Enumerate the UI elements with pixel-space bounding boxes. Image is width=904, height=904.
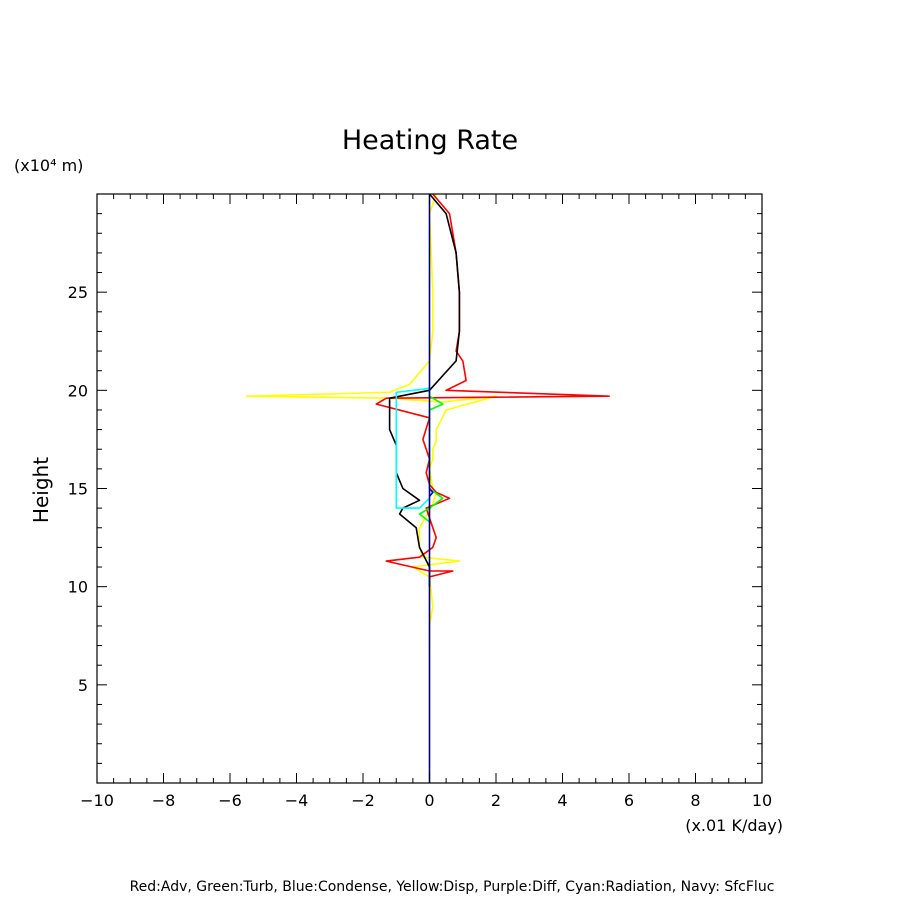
x-tick-label: 2 xyxy=(491,791,501,810)
chart-title: Heating Rate xyxy=(342,125,518,156)
y-tick-label: 15 xyxy=(68,480,88,499)
legend-text: Red:Adv, Green:Turb, Blue:Condense, Yell… xyxy=(130,879,775,895)
x-tick-label: −6 xyxy=(218,791,242,810)
series-line-condense xyxy=(428,487,434,497)
x-axis-label: (x.01 K/day) xyxy=(685,816,783,835)
plot-frame xyxy=(96,193,763,784)
x-tick-label: −10 xyxy=(80,791,114,810)
series-line-adv xyxy=(375,193,610,578)
x-tick-label: 0 xyxy=(424,791,434,810)
x-tick-label: 6 xyxy=(624,791,634,810)
series-layer xyxy=(245,193,610,783)
y-tick-label: 10 xyxy=(68,578,88,597)
x-tick-label: 10 xyxy=(752,791,772,810)
series-line-disp xyxy=(245,193,497,656)
x-tick-label: 4 xyxy=(557,791,567,810)
y-tick-label: 25 xyxy=(68,283,88,302)
y-tick-label: 5 xyxy=(78,676,88,695)
y-axis-label: Height xyxy=(29,457,53,523)
x-tick-label: −4 xyxy=(285,791,309,810)
ticks-layer: −10 −8 −6 −4 −2 0 2 4 6 8 10 5 10 15 20 25 xyxy=(68,194,772,810)
x-tick-label: −8 xyxy=(152,791,176,810)
x-tick-label: −2 xyxy=(351,791,375,810)
series-line-turb xyxy=(418,386,444,523)
x-tick-label: 8 xyxy=(690,791,700,810)
y-tick-label: 20 xyxy=(68,381,88,400)
series-line-radiation xyxy=(395,387,431,509)
y-unit-label: (x10⁴ m) xyxy=(14,156,83,175)
